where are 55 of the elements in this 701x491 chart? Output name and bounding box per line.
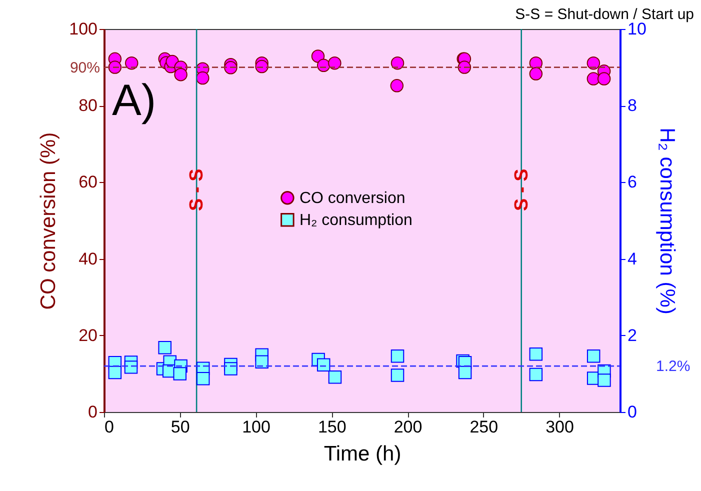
point <box>390 79 404 92</box>
y2-tick-label: 0 <box>628 402 637 422</box>
x-tick-label: 250 <box>470 418 498 436</box>
y2-tick-label: 8 <box>628 96 637 116</box>
x-tick-label: 0 <box>104 418 114 436</box>
point <box>598 374 611 387</box>
point <box>458 366 472 380</box>
point <box>224 362 238 376</box>
point <box>316 358 330 372</box>
point <box>328 56 342 70</box>
point <box>196 71 210 85</box>
point <box>158 341 172 354</box>
x-tick-label: 150 <box>318 418 346 436</box>
y2-tick-label: 2 <box>628 326 637 345</box>
point <box>390 368 404 382</box>
point <box>255 355 268 368</box>
ref-line-label: 1.2% <box>656 358 690 376</box>
point <box>328 370 342 384</box>
x-tick-label: 200 <box>394 418 422 436</box>
x-tick-label: 50 <box>170 418 190 436</box>
x-tick-label: 100 <box>242 418 270 436</box>
y-tick-label: 100 <box>69 20 98 38</box>
point <box>173 367 187 380</box>
point <box>108 366 122 380</box>
x-axis-title: Time (h) <box>324 442 402 466</box>
y-tick-label: 0 <box>88 402 98 422</box>
annotation: A) <box>112 76 156 125</box>
y-tick-label: 60 <box>78 172 98 192</box>
legend-label: CO conversion <box>299 190 406 207</box>
point <box>108 60 122 74</box>
point <box>586 72 600 86</box>
y2-axis-title: H₂ consumption (%) <box>655 128 678 314</box>
y2-tick-label: 4 <box>628 249 637 268</box>
point <box>311 50 325 63</box>
legend-label: H₂ consumption <box>299 212 412 229</box>
point <box>124 56 138 70</box>
point <box>529 348 543 361</box>
point <box>529 67 543 80</box>
y-tick-label: 20 <box>78 326 98 345</box>
ref-line-label: S - S <box>186 168 208 211</box>
point <box>586 349 600 363</box>
point <box>196 372 210 386</box>
point <box>597 72 611 86</box>
y-tick-label: 80 <box>78 96 98 116</box>
point <box>529 368 543 382</box>
ref-line-label: S - S <box>511 168 532 211</box>
point <box>390 349 404 363</box>
ref-line-label: 90% <box>70 59 100 76</box>
point <box>390 56 404 70</box>
y-tick-label: 40 <box>78 249 98 268</box>
y-axis-title: CO conversion (%) <box>37 132 60 310</box>
point <box>124 360 138 374</box>
point <box>174 68 188 82</box>
y2-tick-label: 6 <box>628 172 637 192</box>
x-tick-label: 300 <box>546 418 574 436</box>
